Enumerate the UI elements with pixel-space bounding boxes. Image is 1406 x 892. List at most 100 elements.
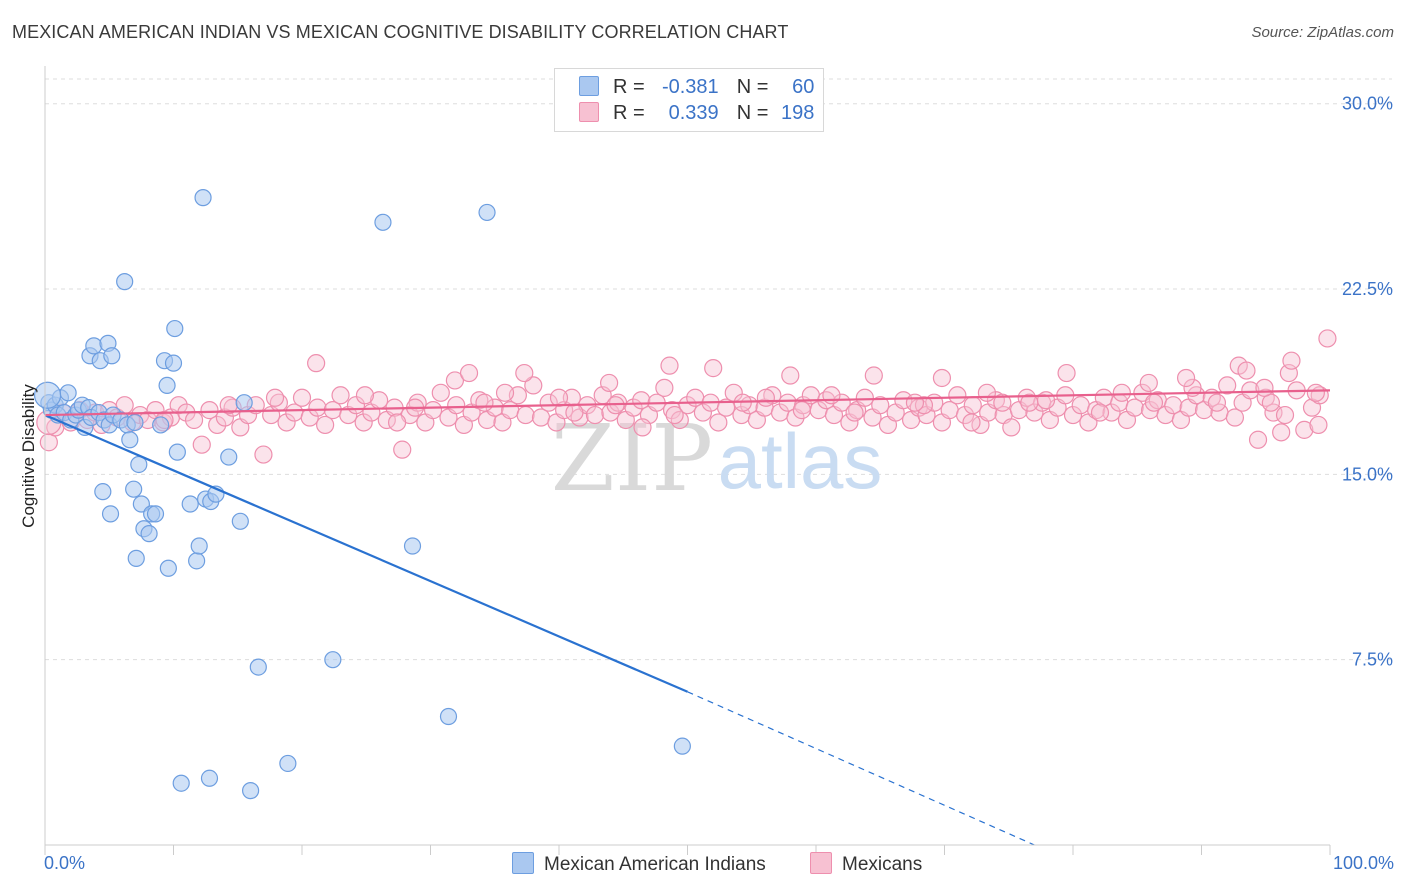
mexicans-point <box>169 396 188 415</box>
mexican-american-indians-point <box>140 525 158 543</box>
mexicans-point <box>670 410 689 430</box>
watermark-zip: ZIP <box>551 405 713 512</box>
x-tick-label-min: 0.0% <box>44 853 85 873</box>
axes <box>44 66 1331 855</box>
mexicans-point <box>475 393 494 412</box>
trend-lines <box>44 389 1331 846</box>
mexican-american-indians-point <box>194 189 212 207</box>
legend-r-label: R = <box>613 76 645 98</box>
mexican-american-indians-point <box>249 658 267 676</box>
mexicans-point <box>549 388 569 407</box>
mexicans-point <box>1255 378 1274 397</box>
mexican-american-indians-point <box>33 381 62 409</box>
mexican-american-indians-point <box>439 707 458 726</box>
correlation-legend: R = -0.381 N = 60 R = 0.339 N = 198 <box>554 68 824 132</box>
mexicans-point <box>756 388 775 407</box>
mexicans-point <box>339 405 358 425</box>
mexicans-point <box>1002 418 1021 437</box>
legend-r-value: 0.339 <box>668 102 719 124</box>
y-tick-label: 7.5% <box>1352 650 1393 670</box>
mexican-american-indians-point <box>85 337 103 355</box>
legend-swatch-pink <box>579 102 599 122</box>
mexicans-point <box>704 359 723 378</box>
watermark-atlas: atlas <box>718 417 883 505</box>
mexicans-point <box>1309 415 1328 435</box>
watermark: ZIP atlas <box>551 405 882 512</box>
legend-n-value: 198 <box>781 102 815 124</box>
mexicans-point <box>1272 423 1291 442</box>
mexicans-point <box>524 376 543 395</box>
legend-r-value: -0.381 <box>661 76 719 98</box>
mexican-american-indians-point <box>125 480 143 498</box>
mexicans-point <box>585 405 605 425</box>
mexicans-point <box>292 388 312 407</box>
mexicans-point <box>932 368 952 388</box>
mexicans-point <box>693 403 713 422</box>
mexicans-point <box>665 405 684 425</box>
bottom-legend-swatch-blue <box>512 852 534 874</box>
mexicans-point <box>1036 391 1056 410</box>
mexican-american-indians-point <box>324 651 342 669</box>
mexicans-point <box>354 413 373 432</box>
mexicans-point <box>1318 329 1337 348</box>
mexicans-point <box>1248 430 1268 449</box>
mexican-american-indians-point <box>121 431 139 449</box>
y-axis-label: Cognitive Disability <box>19 384 38 528</box>
mexican-american-indians-point <box>188 552 206 570</box>
mexicans-point <box>778 393 797 412</box>
legend-swatch-blue <box>579 76 599 96</box>
mexican-american-indians-point <box>164 354 183 372</box>
mexican-american-indians-point <box>200 769 219 787</box>
bottom-legend-mexicans: Mexicans <box>810 852 922 876</box>
mexican-american-indians-point <box>478 203 496 222</box>
mexicans-point <box>822 386 841 405</box>
mexican-american-indians-point <box>59 384 77 402</box>
y-tick-label: 15.0% <box>1342 464 1393 484</box>
mexicans-point <box>316 415 335 435</box>
mexicans-point <box>600 373 619 393</box>
mexican-american-indians-point <box>101 505 120 523</box>
mexicans-point <box>871 396 890 415</box>
mexican-american-indians-point <box>673 737 691 755</box>
mexicans-point <box>1237 361 1256 380</box>
mexicans-point <box>1025 403 1044 422</box>
mexicans-point <box>709 413 728 432</box>
y-tick-label: 22.5% <box>1342 279 1393 299</box>
mexicans-point <box>993 393 1012 412</box>
mexicans-point <box>832 393 851 412</box>
mexican-american-indians-trend-extension <box>687 691 1035 846</box>
mexicans-point <box>1125 398 1144 417</box>
mexicans-point <box>539 393 558 412</box>
mexican-american-indians-point <box>158 376 176 394</box>
mexicans-point <box>200 401 219 420</box>
mexicans-point <box>516 405 535 425</box>
legend-r-label: R = <box>613 102 645 124</box>
legend-row-mexicans: R = 0.339 N = 198 <box>579 102 814 126</box>
mexicans-point <box>845 403 864 422</box>
mexicans-point <box>716 398 736 417</box>
mexicans-point <box>1295 420 1314 439</box>
mexicans-point <box>184 410 204 430</box>
mexicans-point <box>1063 405 1083 425</box>
bottom-legend-label: Mexicans <box>842 854 923 875</box>
mexicans-point <box>905 393 925 412</box>
mexicans-point <box>393 440 412 459</box>
mexican-american-indians-point <box>235 394 253 412</box>
mexicans-point <box>208 415 227 435</box>
mexican-american-indians-point <box>181 495 199 513</box>
mexican-american-indians-points <box>33 189 691 800</box>
mexicans-point <box>254 445 273 464</box>
mexicans-point <box>792 401 811 420</box>
mexicans-point <box>948 386 967 405</box>
mexicans-point <box>495 383 515 402</box>
mexican-american-indians-point <box>116 273 134 291</box>
mexicans-point <box>963 396 982 415</box>
mexicans-point <box>1207 393 1227 412</box>
mexican-american-indians-trend-line <box>44 414 688 693</box>
mexican-american-indians-point <box>127 549 145 567</box>
mexicans-point <box>855 388 874 407</box>
mexican-american-indians-point <box>220 448 238 466</box>
mexicans-point <box>1090 403 1110 422</box>
mexicans-point <box>1275 405 1295 425</box>
